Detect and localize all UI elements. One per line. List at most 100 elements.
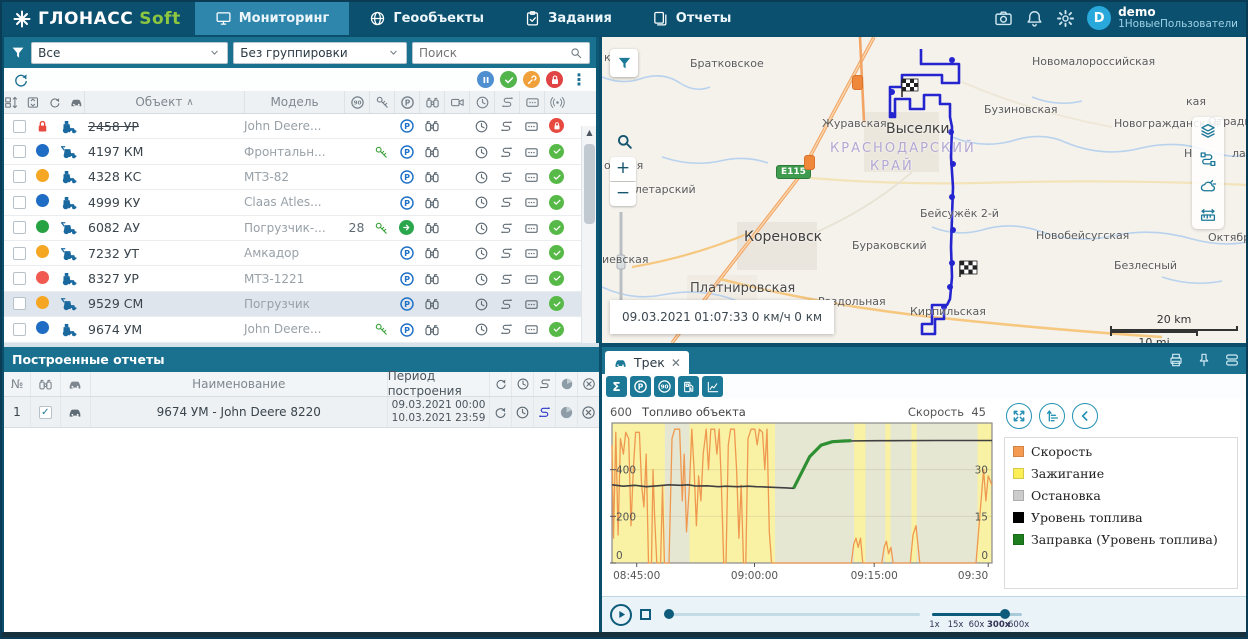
rebuild-report-icon[interactable] <box>493 405 508 420</box>
legend-item[interactable]: Заправка (Уровень топлива) <box>1013 532 1229 547</box>
chart-button[interactable] <box>702 376 723 397</box>
arrow-right-icon[interactable] <box>401 222 412 233</box>
parking-icon[interactable] <box>399 169 415 185</box>
search-input[interactable] <box>419 45 569 60</box>
settings-gear-icon[interactable] <box>1056 9 1075 28</box>
follow-binoculars-icon[interactable] <box>424 322 440 338</box>
lock-icon[interactable] <box>35 119 50 134</box>
vehicle-name[interactable]: 8327 УР <box>88 271 139 287</box>
zoom-out-button[interactable]: − <box>610 182 636 206</box>
ok-badge[interactable] <box>549 143 564 159</box>
ignition-key-icon[interactable] <box>374 221 389 236</box>
details-icon[interactable] <box>524 297 539 312</box>
filter-funnel-icon[interactable] <box>10 44 26 62</box>
track-icon[interactable] <box>499 170 514 185</box>
fuel-speed-chart[interactable]: 400 200 0 30 15 0 08:45:00 09:00:00 09:15:00 09:3… <box>610 421 994 589</box>
show-track-icon[interactable] <box>537 405 552 420</box>
close-report-icon[interactable] <box>581 405 596 420</box>
history-icon[interactable] <box>474 170 489 185</box>
column-history-icon[interactable] <box>469 91 494 113</box>
car-icon[interactable] <box>67 404 83 420</box>
vehicle-row[interactable]: 9674 УМ John Deere... <box>4 317 596 343</box>
vehicle-name[interactable]: 7232 УТ <box>88 245 140 261</box>
ok-badge[interactable] <box>549 169 564 185</box>
service-filter-button[interactable] <box>523 71 540 88</box>
fit-chart-button[interactable] <box>1006 403 1032 429</box>
details-icon[interactable] <box>524 195 539 210</box>
report-name[interactable]: 9674 УМ - John Deere 8220 <box>89 397 387 427</box>
speeding-button[interactable] <box>654 376 675 397</box>
details-icon[interactable] <box>524 322 539 337</box>
group-filter-select[interactable]: Все <box>31 41 229 64</box>
paused-filter-button[interactable] <box>477 71 494 88</box>
legend-item[interactable]: Скорость <box>1013 444 1229 459</box>
route-icon[interactable] <box>1199 150 1217 168</box>
row-checkbox[interactable] <box>13 272 26 286</box>
parking-icon[interactable] <box>399 144 415 160</box>
vehicle-row[interactable]: 9529 СМ Погрузчик <box>4 291 596 318</box>
weather-icon[interactable] <box>1199 178 1217 196</box>
play-button[interactable] <box>610 603 632 626</box>
tab-Задания[interactable]: Задания <box>504 2 632 35</box>
speed-handle[interactable] <box>1000 609 1010 619</box>
map-search-button[interactable] <box>610 127 638 155</box>
follow-binoculars-icon[interactable] <box>424 220 440 236</box>
zoom-in-button[interactable]: + <box>610 157 636 181</box>
vehicle-name[interactable]: 9529 СМ <box>88 296 144 312</box>
app-logo[interactable]: ГЛОНАСС Soft <box>2 9 195 29</box>
layout-rows-icon[interactable] <box>1224 352 1240 368</box>
vehicle-row[interactable]: 4999 КУ Claas Atles... <box>4 190 596 216</box>
collapse-groups-icon[interactable] <box>4 95 18 110</box>
ok-badge[interactable] <box>549 220 564 235</box>
track-icon[interactable] <box>499 246 514 261</box>
speed-option[interactable]: 600x <box>1008 620 1030 630</box>
details-icon[interactable] <box>524 145 539 160</box>
speed-option[interactable]: 1x <box>929 620 940 630</box>
playback-progress-slider[interactable] <box>664 609 920 619</box>
close-all-icon[interactable] <box>582 377 596 391</box>
ignition-key-icon[interactable] <box>374 145 389 160</box>
vehicle-name[interactable]: 6082 АУ <box>88 220 140 236</box>
column-parking-state-icon[interactable] <box>394 91 419 113</box>
track-icon[interactable] <box>499 195 514 210</box>
horizontal-splitter[interactable] <box>4 343 599 347</box>
track-icon[interactable] <box>499 272 514 287</box>
vehicle-row[interactable]: 8327 УР МТЗ-1221 <box>4 266 596 292</box>
report-checkbox[interactable]: ✓ <box>38 405 52 419</box>
scroll-up-arrow[interactable]: ▲ <box>586 128 593 137</box>
tab-Отчеты[interactable]: Отчеты <box>632 2 752 35</box>
vehicle-row[interactable]: 6082 АУ Погрузчик-... 28 <box>4 216 596 241</box>
map-panel[interactable]: каБратковскоеНовомалороссийскаяОтраднаяЖ… <box>602 37 1246 343</box>
follow-binoculars-icon[interactable] <box>424 245 440 261</box>
report-chart-icon[interactable] <box>559 405 574 420</box>
column-follow-binoculars-icon[interactable] <box>419 91 444 113</box>
track-icon[interactable] <box>499 322 514 337</box>
history-icon[interactable] <box>474 221 489 236</box>
vehicle-row[interactable]: 4328 КС МТЗ-82 <box>4 165 596 191</box>
column-details-icon[interactable] <box>519 91 544 113</box>
user-menu[interactable]: D demo 1НовыеПользователи <box>1087 5 1238 31</box>
history-icon[interactable] <box>474 246 489 261</box>
history-icon[interactable] <box>474 297 489 312</box>
check-icon[interactable] <box>552 223 562 233</box>
print-icon[interactable] <box>1168 352 1184 368</box>
ok-badge[interactable] <box>549 321 564 337</box>
row-checkbox[interactable] <box>13 170 26 184</box>
vehicle-name[interactable]: 4999 КУ <box>88 194 141 210</box>
follow-binoculars-icon[interactable] <box>424 144 440 160</box>
measure-ruler-icon[interactable] <box>1199 206 1217 224</box>
row-checkbox[interactable] <box>13 221 26 235</box>
row-checkbox[interactable] <box>13 119 26 133</box>
parking-icon[interactable] <box>399 322 415 338</box>
track-icon[interactable] <box>499 119 514 134</box>
check-icon[interactable] <box>552 273 562 283</box>
check-icon[interactable] <box>552 248 562 258</box>
tab-Геообъекты[interactable]: Геообъекты <box>349 2 504 35</box>
speed-option[interactable]: 15x <box>947 620 964 630</box>
parking-icon[interactable] <box>399 195 415 211</box>
check-icon[interactable] <box>552 146 562 156</box>
active-filter-button[interactable] <box>500 71 517 88</box>
map-filter-button[interactable] <box>610 49 638 77</box>
vehicle-name[interactable]: 9674 УМ <box>88 321 143 337</box>
track-icon[interactable] <box>499 221 514 236</box>
